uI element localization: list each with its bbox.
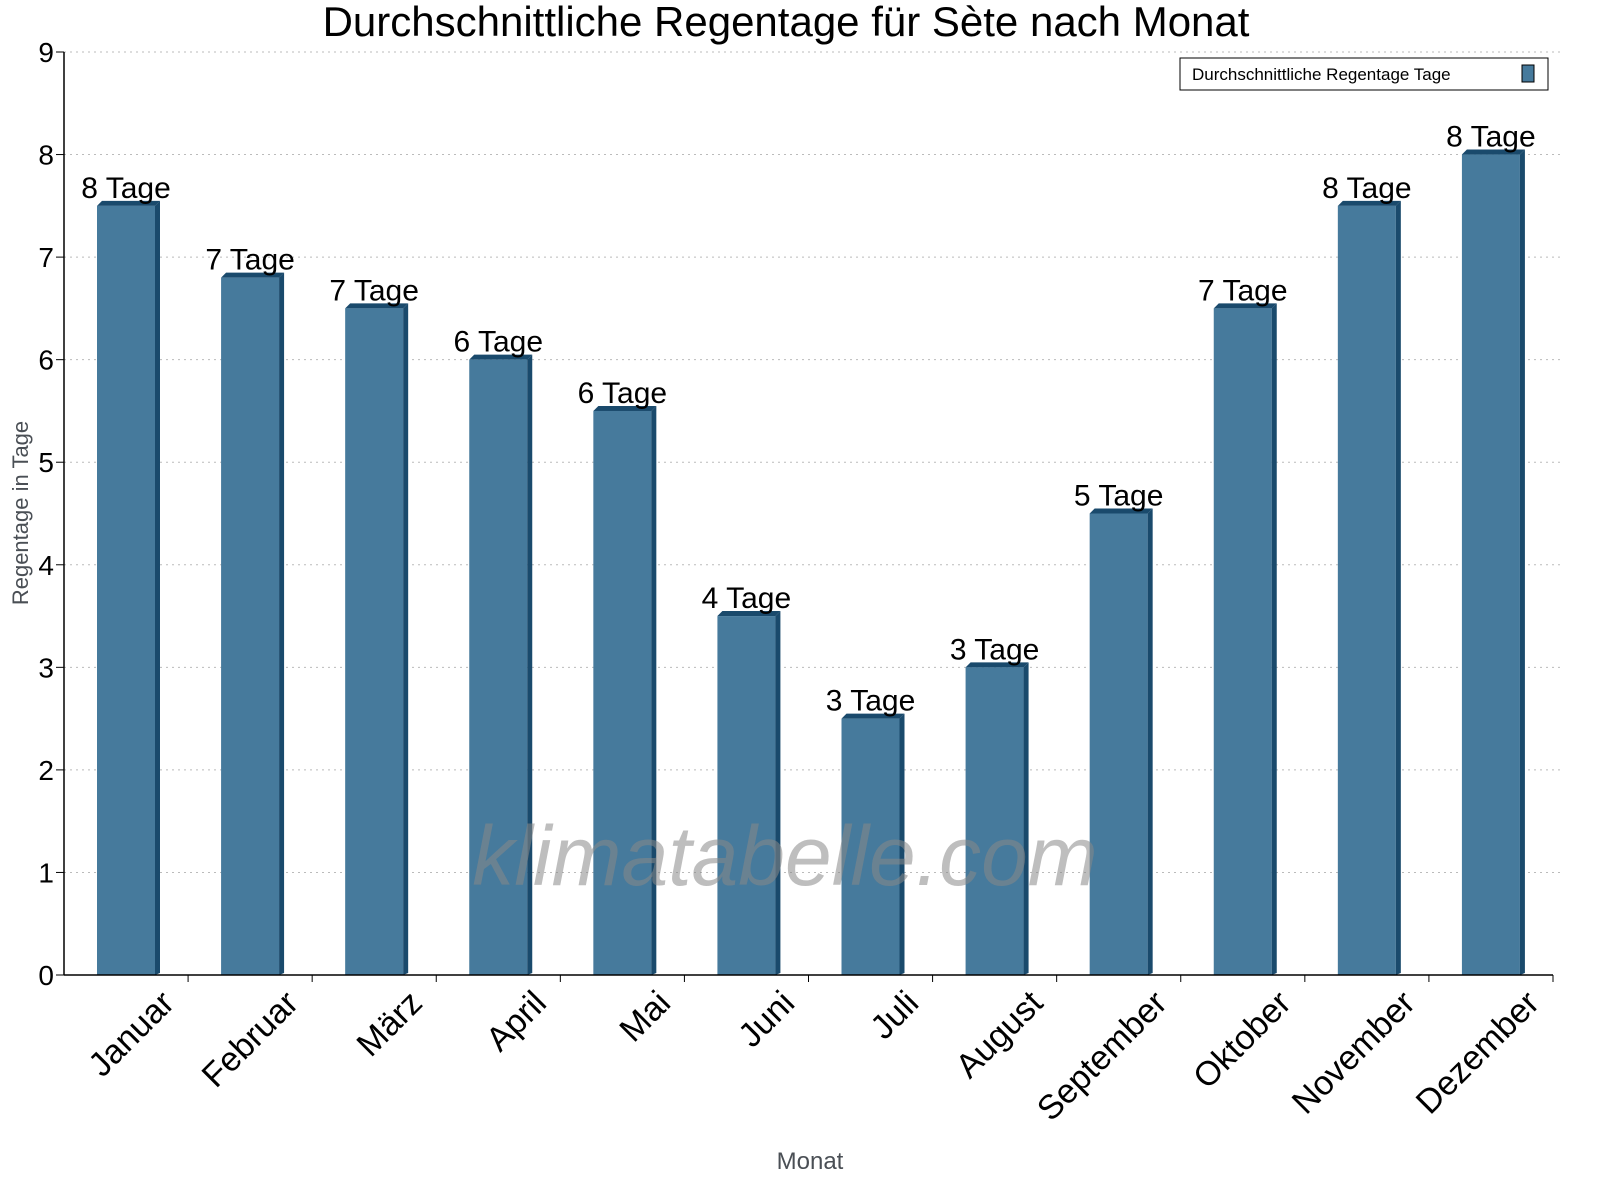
data-label: 7 Tage <box>1198 274 1288 307</box>
x-tick-label: August <box>949 983 1051 1085</box>
bar-face <box>1213 308 1272 975</box>
x-tick-label: Mai <box>612 984 678 1050</box>
data-label: 5 Tage <box>1074 480 1164 513</box>
bar-face <box>345 308 404 975</box>
bar-top <box>469 354 533 360</box>
y-tick-label: 2 <box>38 755 54 786</box>
bar-face <box>221 277 280 976</box>
data-label: 6 Tage <box>578 377 668 410</box>
x-tick-label: Januar <box>81 984 181 1084</box>
bar-top <box>221 272 285 278</box>
bar-side-face <box>1147 508 1153 975</box>
bar-face <box>1089 513 1148 975</box>
y-tick-label: 3 <box>38 652 54 683</box>
bar-top <box>1089 508 1153 514</box>
bar-side-face <box>775 611 781 975</box>
bar <box>1089 508 1153 975</box>
x-tick-label: September <box>1030 984 1174 1128</box>
data-label: 3 Tage <box>826 685 916 718</box>
bar-top <box>345 303 409 309</box>
x-tick-label: Oktober <box>1186 984 1298 1096</box>
bar-face <box>1461 154 1520 976</box>
chart-title: Durchschnittliche Regentage für Sète nac… <box>323 0 1250 45</box>
bar <box>97 200 160 976</box>
bar <box>1461 149 1525 976</box>
bar <box>965 662 1029 975</box>
y-tick-label: 4 <box>38 550 54 581</box>
x-tick-label: April <box>479 984 554 1059</box>
data-label: 6 Tage <box>453 326 543 359</box>
bar-face <box>1337 205 1396 976</box>
bar <box>717 611 781 975</box>
y-tick-label: 8 <box>38 140 54 171</box>
y-tick-label: 9 <box>38 37 54 68</box>
bar-face <box>965 667 1024 975</box>
y-tick-label: 0 <box>38 960 54 991</box>
bar-top <box>1213 303 1277 309</box>
bar-top <box>97 200 160 206</box>
bar-side-face <box>279 272 285 976</box>
bar <box>1337 200 1401 976</box>
y-tick-label: 5 <box>38 447 54 478</box>
bar <box>221 272 285 976</box>
data-label: 3 Tage <box>950 633 1040 666</box>
bar-side-face <box>1023 662 1029 975</box>
bar-face <box>97 205 155 976</box>
x-tick-label: März <box>350 984 430 1064</box>
legend-box <box>1179 57 1549 91</box>
data-label: 8 Tage <box>1322 172 1412 205</box>
bar <box>593 405 657 975</box>
watermark: klimatabelle.com <box>472 809 1098 903</box>
data-label: 7 Tage <box>329 274 419 307</box>
x-tick-label: Dezember <box>1409 984 1547 1122</box>
bar <box>469 354 533 976</box>
bar-top <box>1337 200 1401 206</box>
data-label: 8 Tage <box>81 172 171 205</box>
bar-face <box>469 359 528 976</box>
legend: Durchschnittliche Regentage Tage <box>1179 57 1549 91</box>
bar-face <box>717 616 776 975</box>
y-tick-label: 7 <box>38 242 54 273</box>
bar-face <box>841 718 900 975</box>
bar-top <box>1461 149 1525 155</box>
data-label: 7 Tage <box>205 244 295 277</box>
x-tick-label: Juni <box>731 984 802 1055</box>
bar-top <box>717 611 781 617</box>
y-tick-label: 1 <box>38 857 54 888</box>
bar <box>841 713 905 975</box>
bar-side-face <box>1271 303 1277 975</box>
legend-label: Durchschnittliche Regentage Tage <box>1192 65 1451 84</box>
x-tick-label: Juli <box>863 984 926 1047</box>
bar-side-face <box>1519 149 1525 976</box>
bar <box>1213 303 1277 975</box>
bar-top <box>593 405 657 411</box>
bar <box>345 303 409 975</box>
bar-side-face <box>403 303 409 975</box>
bar-top <box>841 713 905 719</box>
bar-top <box>965 662 1029 668</box>
bar-face <box>593 410 652 975</box>
legend-swatch <box>1521 64 1535 83</box>
bar-side-face <box>155 200 160 976</box>
bar-side-face <box>651 405 657 975</box>
bar-side-face <box>1395 200 1401 976</box>
data-label: 8 Tage <box>1446 121 1536 154</box>
x-tick-label: November <box>1285 984 1423 1122</box>
y-tick-label: 6 <box>38 345 54 376</box>
x-tick-label: Februar <box>195 984 306 1095</box>
bar-side-face <box>527 354 533 976</box>
y-axis-label: Regentage in Tage <box>8 421 33 605</box>
bar-side-face <box>899 713 905 975</box>
x-axis-label: Monat <box>777 1148 844 1175</box>
data-label: 4 Tage <box>702 582 792 615</box>
